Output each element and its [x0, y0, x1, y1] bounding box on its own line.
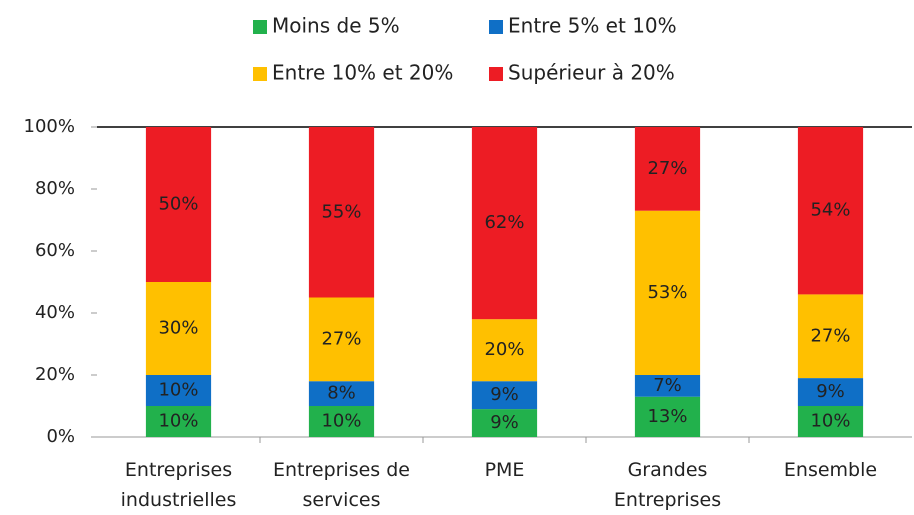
data-label: 10%	[158, 411, 198, 432]
legend-swatch	[253, 67, 267, 81]
bar-segment	[308, 381, 375, 406]
data-label: 27%	[810, 325, 850, 346]
y-tick-label: 60%	[35, 240, 75, 261]
bar-segment	[471, 409, 538, 437]
bar-segment	[308, 297, 375, 382]
bar-segment	[471, 127, 538, 320]
legend-label: Moins de 5%	[272, 14, 400, 38]
y-tick-label: 40%	[35, 302, 75, 323]
x-tick-label: Entreprises industrielles	[120, 459, 237, 511]
bar-segment	[797, 378, 864, 406]
x-tick-label: Entreprises de services	[272, 459, 410, 511]
bar-segment	[634, 210, 701, 375]
data-label: 10%	[810, 411, 850, 432]
bar-segment	[308, 127, 375, 298]
data-label: 10%	[321, 411, 361, 432]
bar-segment	[308, 406, 375, 437]
data-label: 62%	[484, 212, 524, 233]
x-tick-label: PME	[484, 459, 525, 481]
bar-segment	[145, 127, 212, 282]
legend-swatch	[253, 20, 267, 34]
data-label: 20%	[484, 339, 524, 360]
bar-segment	[634, 375, 701, 397]
x-tick-label: Grandes Entreprises	[613, 459, 722, 511]
legend-label: Entre 5% et 10%	[508, 14, 677, 38]
data-label: 9%	[490, 412, 519, 433]
data-label: 9%	[816, 381, 845, 402]
data-label: 27%	[647, 158, 687, 179]
bar-segment	[634, 396, 701, 437]
data-label: 13%	[647, 406, 687, 427]
bar-segment	[145, 375, 212, 406]
legend-swatch	[489, 20, 503, 34]
bar-segment	[797, 294, 864, 379]
legend-label: Entre 10% et 20%	[272, 61, 453, 85]
data-label: 8%	[327, 383, 356, 404]
legend-label: Supérieur à 20%	[508, 61, 675, 85]
bar-segment	[634, 127, 701, 211]
y-tick-label: 80%	[35, 178, 75, 199]
data-label: 53%	[647, 282, 687, 303]
data-label: 50%	[158, 194, 198, 215]
bar-segment	[145, 406, 212, 437]
bar-segment	[797, 127, 864, 295]
data-label: 9%	[490, 384, 519, 405]
bar-segment	[471, 319, 538, 382]
data-label: 7%	[653, 375, 682, 396]
data-label: 30%	[158, 318, 198, 339]
legend-swatch	[489, 67, 503, 81]
y-tick-label: 0%	[46, 426, 75, 447]
data-label: 54%	[810, 200, 850, 221]
bar-segment	[145, 282, 212, 375]
y-tick-label: 20%	[35, 364, 75, 385]
data-label: 55%	[321, 201, 361, 222]
data-label: 27%	[321, 328, 361, 349]
data-label: 10%	[158, 380, 198, 401]
bar-segment	[471, 381, 538, 410]
x-tick-label: Ensemble	[783, 459, 878, 481]
y-tick-label: 100%	[24, 116, 75, 137]
bar-segment	[797, 406, 864, 437]
